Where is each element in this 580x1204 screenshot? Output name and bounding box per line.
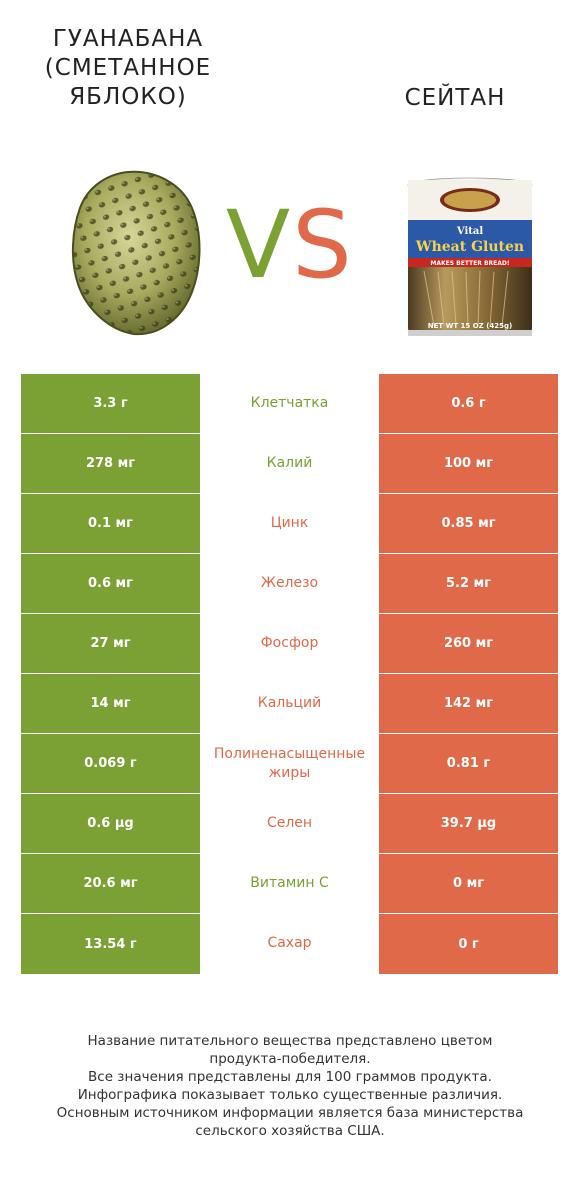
right-value-cell: 0.81 г: [379, 734, 558, 793]
left-value-cell: 0.1 мг: [21, 494, 200, 553]
right-value-cell: 100 мг: [379, 434, 558, 493]
nutrient-label: Витамин C: [250, 875, 329, 891]
nutrient-label-cell: Фосфор: [200, 614, 379, 673]
vs-letter-s: S: [292, 195, 352, 290]
nutrient-label-cell: Селен: [200, 794, 379, 853]
nutrient-label: Полиненасыщенные жиры: [213, 745, 366, 781]
can-banner-text: MAKES BETTER BREAD!: [430, 260, 509, 267]
left-value-cell: 20.6 мг: [21, 854, 200, 913]
nutrient-label: Железо: [260, 575, 319, 591]
left-value-cell: 278 мг: [21, 434, 200, 493]
right-value-cell: 0.6 г: [379, 374, 558, 433]
table-row: 278 мг Калий 100 мг: [21, 434, 558, 494]
nutrient-label: Кальций: [257, 695, 322, 711]
nutrient-label: Сахар: [267, 935, 312, 951]
left-value-cell: 0.6 µg: [21, 794, 200, 853]
right-value-cell: 0 мг: [379, 854, 558, 913]
nutrient-label-cell: Полиненасыщенные жиры: [200, 734, 379, 793]
right-value-cell: 260 мг: [379, 614, 558, 673]
can-net-weight-text: NET WT 15 OZ (425g): [428, 322, 512, 330]
nutrient-comparison-table: 3.3 г Клетчатка 0.6 г 278 мг Калий 100 мг 0.1 …: [21, 374, 558, 974]
nutrient-label-cell: Витамин C: [200, 854, 379, 913]
table-row: 0.6 мг Железо 5.2 мг: [21, 554, 558, 614]
nutrient-label-cell: Клетчатка: [200, 374, 379, 433]
vs-lettering: V S: [226, 195, 352, 290]
soursop-fruit-image: [71, 170, 201, 336]
nutrient-label: Селен: [266, 815, 313, 831]
footer-line: Основным источником информации является …: [56, 1105, 524, 1121]
table-row: 13.54 г Сахар 0 г: [21, 914, 558, 974]
nutrient-label: Калий: [266, 455, 313, 471]
vs-letter-v: V: [226, 195, 290, 290]
footer-line: сельского хозяйства США.: [195, 1123, 385, 1139]
right-value-cell: 5.2 мг: [379, 554, 558, 613]
table-row: 14 мг Кальций 142 мг: [21, 674, 558, 734]
footer-note: Название питательного вещества представл…: [20, 1032, 560, 1140]
nutrient-label-cell: Цинк: [200, 494, 379, 553]
right-value-cell: 0 г: [379, 914, 558, 974]
left-value-cell: 14 мг: [21, 674, 200, 733]
nutrient-label-cell: Железо: [200, 554, 379, 613]
left-value-cell: 0.069 г: [21, 734, 200, 793]
left-value-cell: 3.3 г: [21, 374, 200, 433]
footer-line: Название питательного вещества представл…: [87, 1033, 493, 1049]
nutrient-label-cell: Кальций: [200, 674, 379, 733]
left-value-cell: 13.54 г: [21, 914, 200, 974]
right-product-title: СЕЙТАН: [404, 85, 506, 111]
footer-line: Все значения представлены для 100 граммо…: [88, 1069, 492, 1085]
can-product-text: Wheat Gluten: [415, 239, 524, 255]
table-row: 20.6 мг Витамин C 0 мг: [21, 854, 558, 914]
right-value-cell: 39.7 µg: [379, 794, 558, 853]
nutrient-label: Цинк: [270, 515, 309, 531]
table-row: 3.3 г Клетчатка 0.6 г: [21, 374, 558, 434]
nutrient-label: Клетчатка: [250, 395, 329, 411]
nutrient-label-cell: Сахар: [200, 914, 379, 973]
nutrient-label-cell: Калий: [200, 434, 379, 493]
right-value-cell: 0.85 мг: [379, 494, 558, 553]
footer-line: Инфографика показывает только существенн…: [77, 1087, 503, 1103]
left-value-cell: 27 мг: [21, 614, 200, 673]
left-product-title: ГУАНАБАНА (СМЕТАННОЕ ЯБЛОКО): [44, 26, 212, 110]
right-value-cell: 142 мг: [379, 674, 558, 733]
can-brand-text: Vital: [456, 226, 483, 237]
table-row: 0.1 мг Цинк 0.85 мг: [21, 494, 558, 554]
table-row: 27 мг Фосфор 260 мг: [21, 614, 558, 674]
table-row: 0.069 г Полиненасыщенные жиры 0.81 г: [21, 734, 558, 794]
table-row: 0.6 µg Селен 39.7 µg: [21, 794, 558, 854]
nutrient-label: Фосфор: [260, 635, 319, 651]
seitan-can-image: Vital Wheat Gluten MAKES BETTER BREAD! N…: [407, 177, 533, 336]
footer-line: продукта-победителя.: [209, 1051, 371, 1067]
left-value-cell: 0.6 мг: [21, 554, 200, 613]
